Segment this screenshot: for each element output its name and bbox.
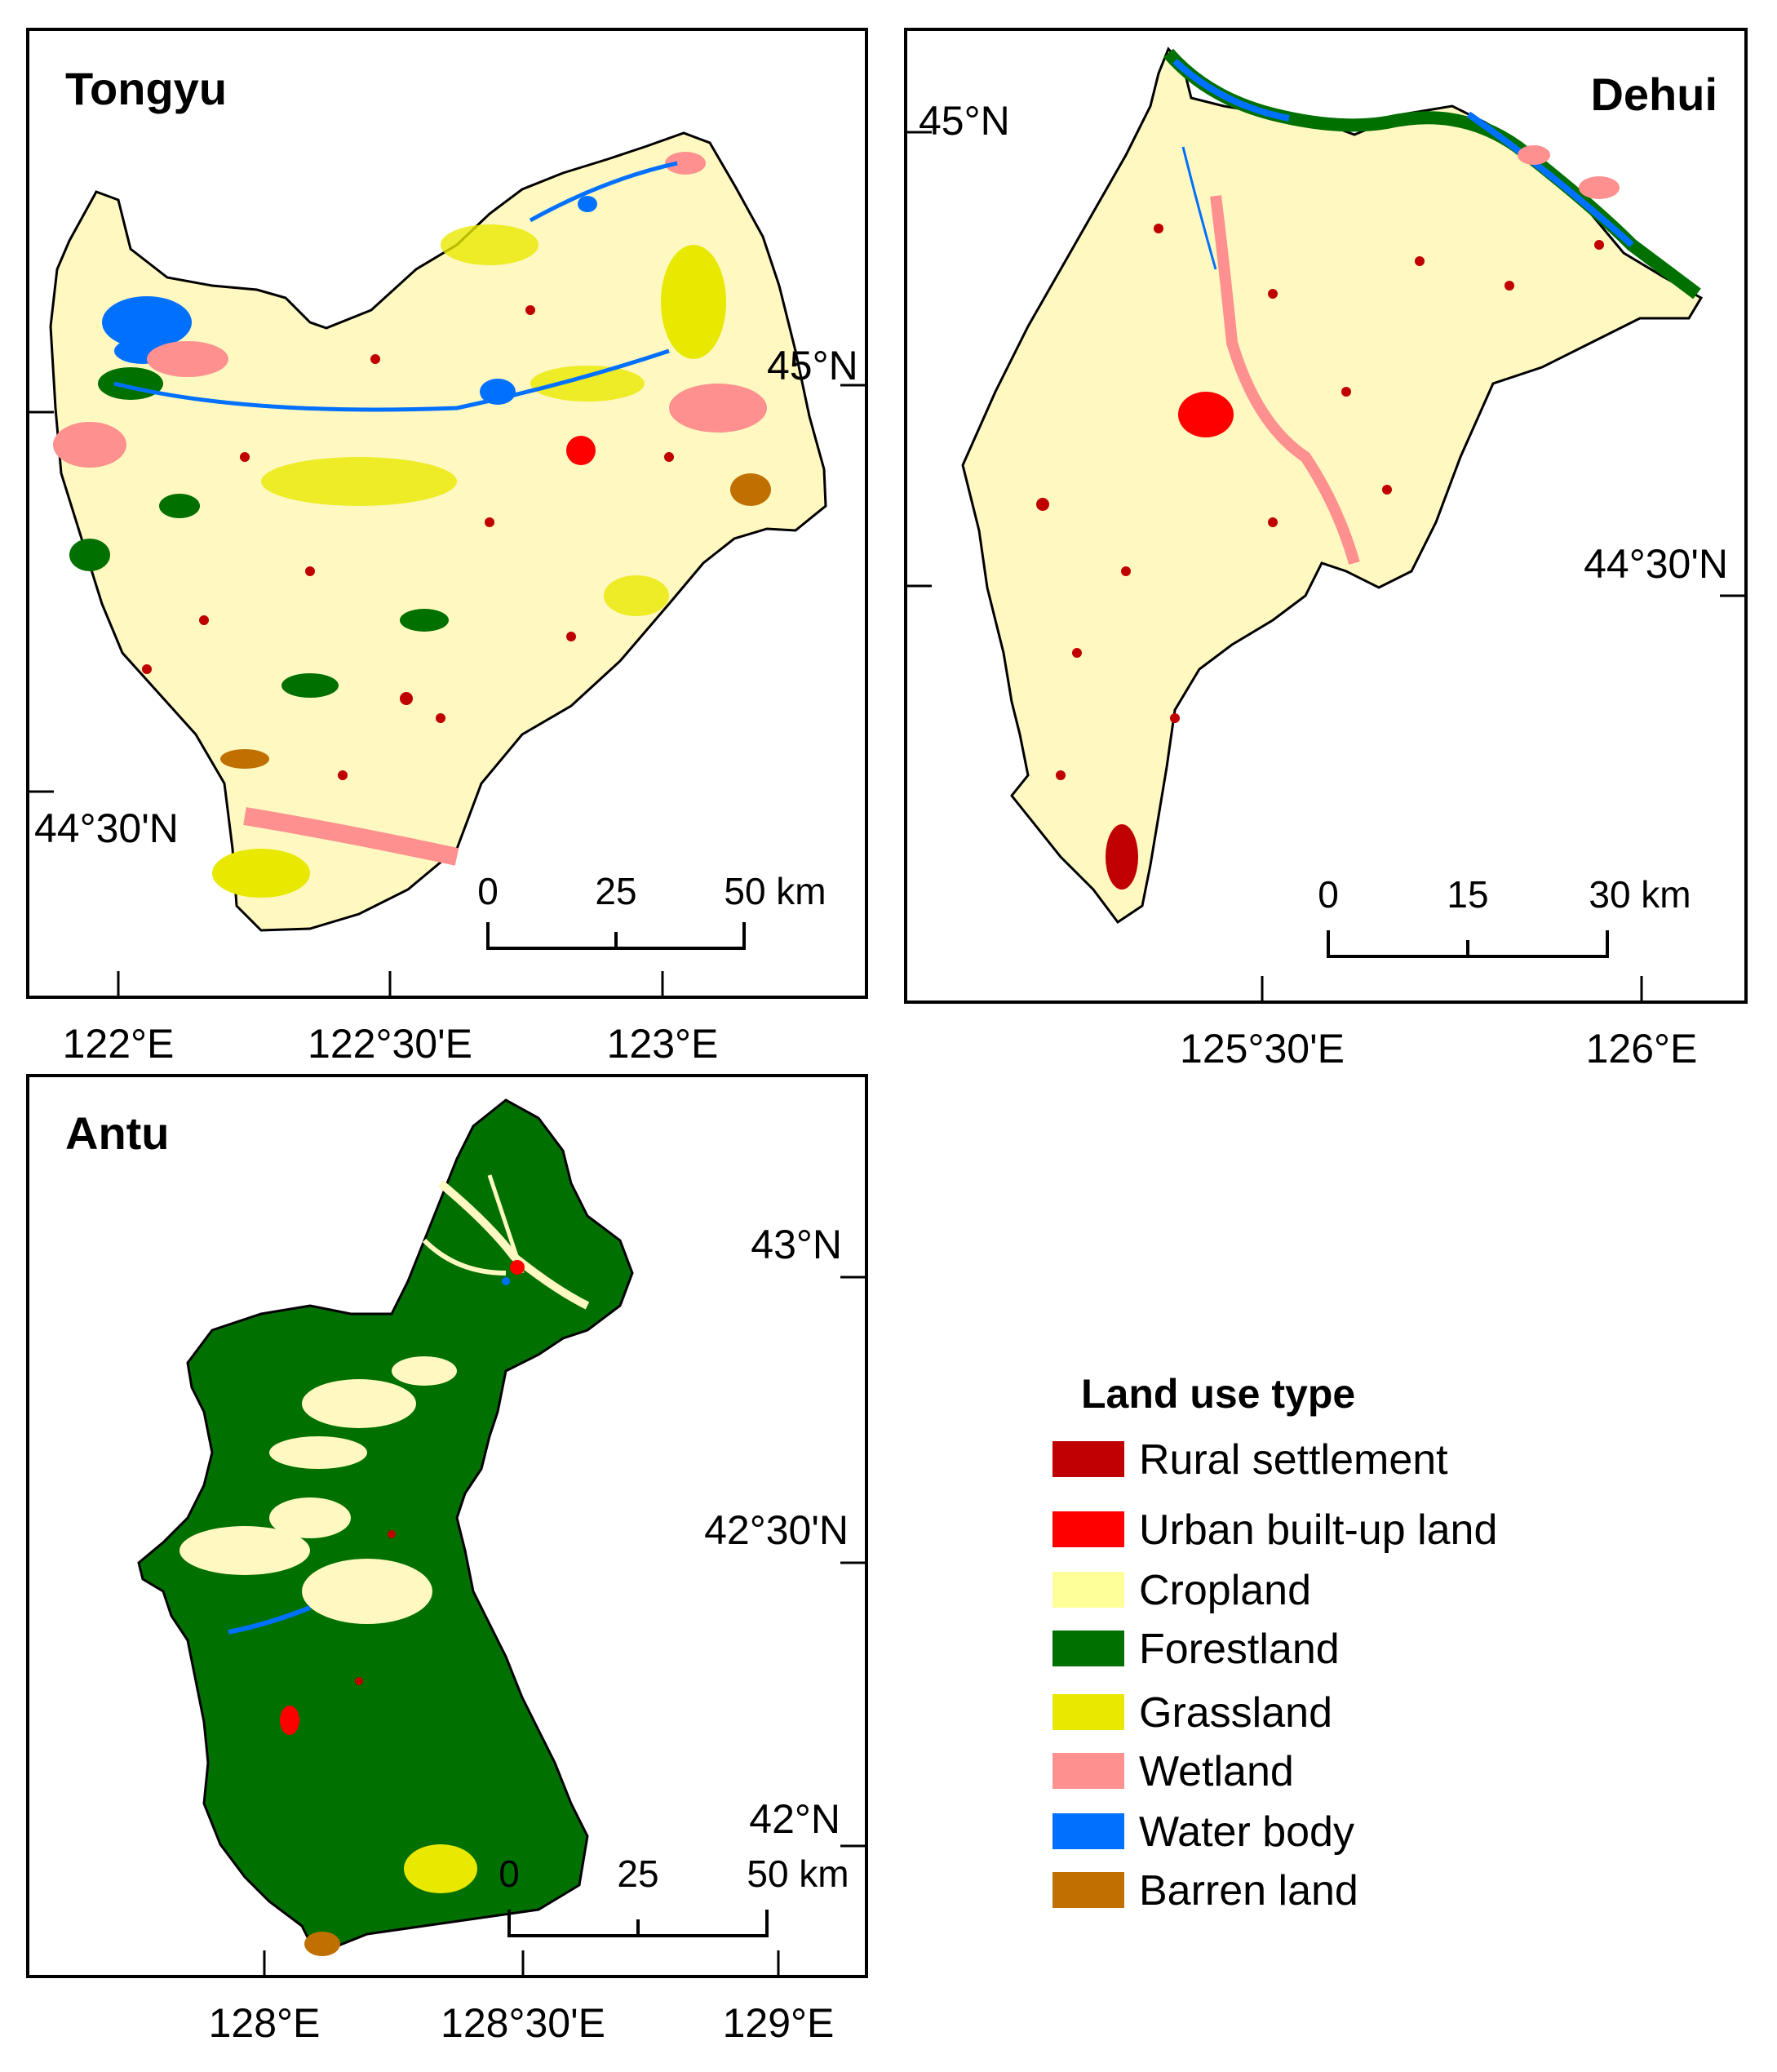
legend-item: Water body (1052, 1808, 1354, 1856)
landcover-patches-antu (179, 1174, 590, 1956)
landcover-patches-dehui (1036, 48, 1701, 890)
legend-label: Rural settlement (1139, 1436, 1448, 1484)
lat-label-tongyu-4430n: 44°30'N (34, 805, 179, 851)
legend-swatch (1052, 1631, 1124, 1666)
lat-label-dehui-45n: 45°N (919, 98, 1010, 144)
lon-label-tongyu-123e: 123°E (607, 1021, 719, 1067)
map-panel-dehui: Dehui 45°N 44°30'N 125°30'E 126°E 0 15 3… (904, 28, 1748, 1071)
legend-swatch (1052, 1694, 1124, 1730)
scale-tick-label: 15 (1447, 873, 1488, 916)
scale-tick-label: 25 (595, 870, 636, 912)
scale-tick-label: 0 (477, 870, 499, 912)
legend-swatch (1052, 1872, 1124, 1908)
legend: Land use type Rural settlement Urban buil… (1052, 1371, 1497, 1914)
region-shape-tongyu (49, 131, 827, 932)
legend-label: Urban built-up land (1139, 1506, 1497, 1554)
scale-bar-antu: 0 25 50 km (499, 1852, 849, 1937)
legend-label: Grassland (1139, 1689, 1332, 1737)
lat-label-dehui-4430n: 44°30'N (1584, 541, 1728, 587)
map-title-dehui: Dehui (1590, 69, 1717, 120)
scale-tick-label: 25 (617, 1852, 658, 1895)
legend-label: Wetland (1139, 1748, 1294, 1795)
lon-label-antu-12830e: 128°30'E (441, 2000, 605, 2046)
map-panel-antu: Antu 43°N 42°30'N 42°N 128°E 128°30'E 12… (26, 1074, 868, 2046)
legend-item: Barren land (1052, 1867, 1358, 1914)
legend-item: Forestland (1052, 1626, 1340, 1673)
lon-label-dehui-126e: 126°E (1586, 1026, 1698, 1071)
scale-bar-dehui: 0 15 30 km (1318, 873, 1691, 958)
lon-label-antu-128e: 128°E (209, 2000, 321, 2046)
scale-tick-label: 50 km (724, 870, 826, 912)
lat-label-antu-43n: 43°N (751, 1222, 842, 1267)
map-title-tongyu: Tongyu (65, 63, 227, 114)
lon-label-dehui-12530e: 125°30'E (1180, 1026, 1345, 1071)
lon-label-antu-129e: 129°E (723, 2000, 835, 2046)
legend-items: Rural settlement Urban built-up land Cropl… (1052, 1436, 1497, 1914)
legend-swatch (1052, 1813, 1124, 1849)
legend-item: Cropland (1052, 1567, 1311, 1614)
lat-label-tongyu-45n: 45°N (767, 343, 858, 388)
legend-label: Barren land (1139, 1867, 1358, 1914)
legend-swatch (1052, 1511, 1124, 1547)
lon-label-tongyu-12230e: 122°30'E (308, 1021, 472, 1067)
legend-swatch (1052, 1572, 1124, 1608)
map-title-antu: Antu (65, 1107, 170, 1159)
scale-tick-label: 50 km (747, 1852, 849, 1895)
legend-item: Grassland (1052, 1689, 1332, 1737)
legend-item: Urban built-up land (1052, 1506, 1497, 1554)
landcover-patches-tongyu (53, 152, 771, 898)
legend-item: Wetland (1052, 1748, 1294, 1795)
legend-title: Land use type (1081, 1371, 1355, 1417)
lat-label-antu-42n: 42°N (749, 1796, 840, 1842)
lat-label-antu-4230n: 42°30'N (704, 1507, 849, 1553)
map-panel-tongyu: Tongyu 45°N 44°30'N 122°E 122°30'E 123°E… (26, 28, 868, 1067)
scale-tick-label: 0 (499, 1852, 520, 1895)
lon-label-tongyu-122e: 122°E (63, 1021, 175, 1067)
scale-bar-tongyu: 0 25 50 km (477, 870, 826, 950)
legend-swatch (1052, 1753, 1124, 1789)
legend-label: Cropland (1139, 1567, 1311, 1614)
legend-label: Forestland (1139, 1626, 1340, 1673)
scale-tick-label: 30 km (1589, 873, 1691, 916)
legend-item: Rural settlement (1052, 1436, 1448, 1484)
legend-swatch (1052, 1441, 1124, 1477)
scale-tick-label: 0 (1318, 873, 1339, 916)
legend-label: Water body (1139, 1808, 1354, 1856)
